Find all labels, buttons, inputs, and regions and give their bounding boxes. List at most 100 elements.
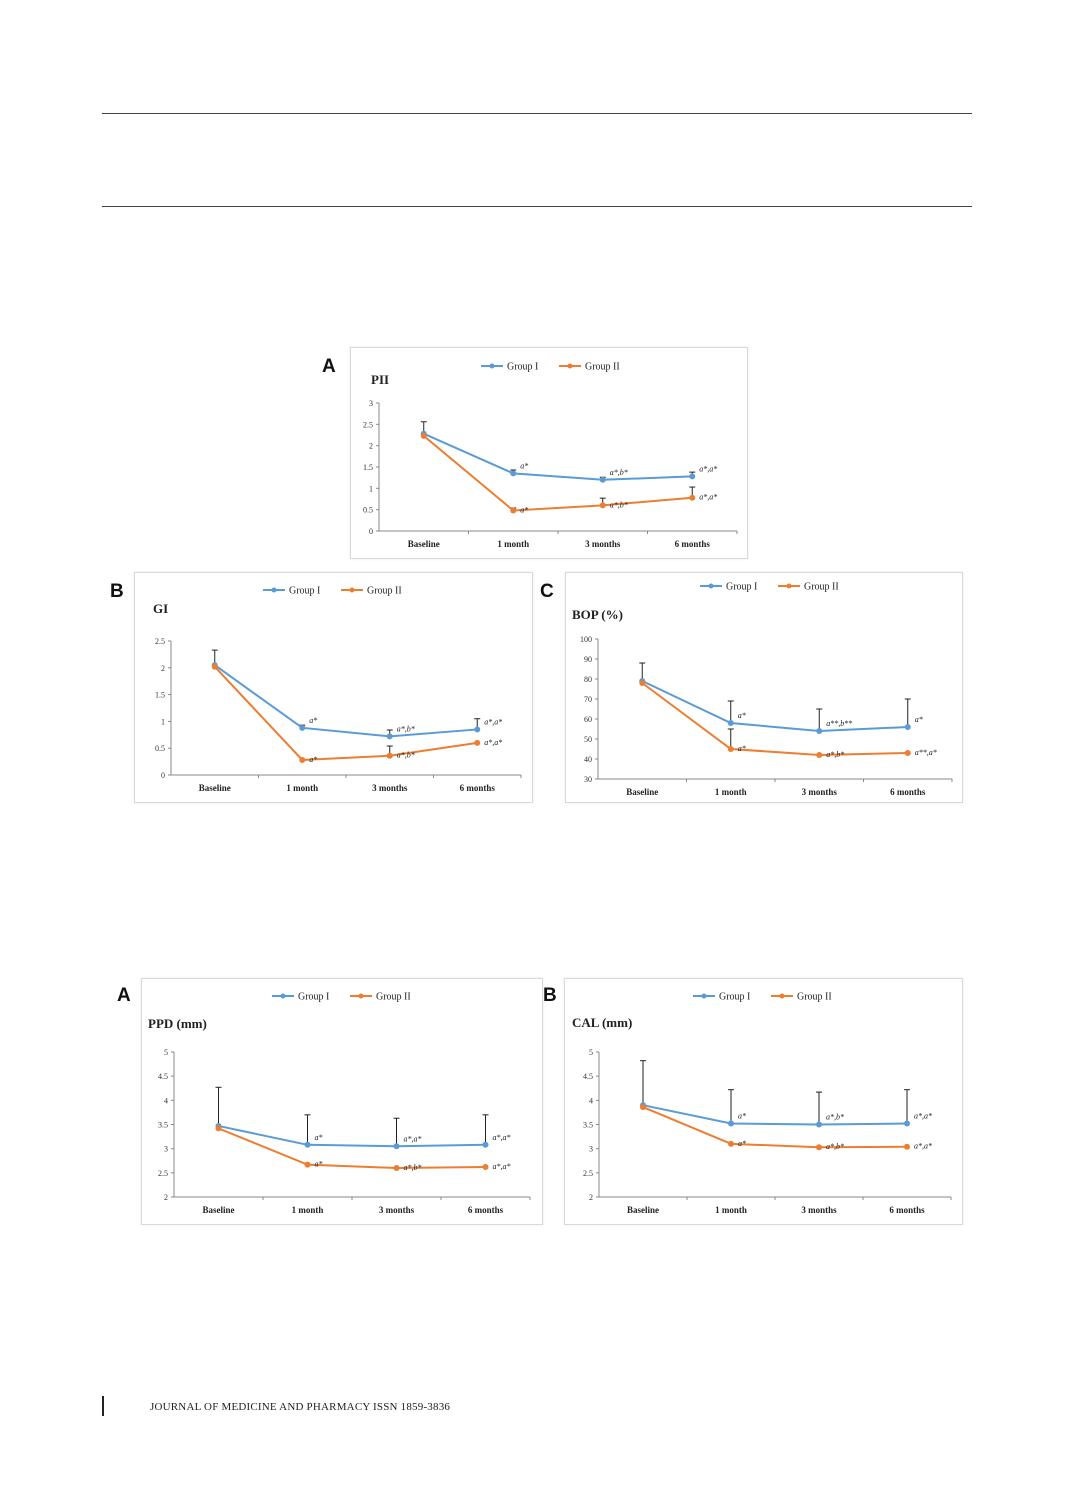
legend-marker-group-i	[271, 587, 277, 593]
series-line-group-i	[642, 1104, 908, 1126]
panel-label: C	[540, 581, 554, 602]
legend-marker-group-ii	[779, 993, 785, 999]
y-tick-label: 3	[164, 1145, 168, 1154]
significance-label: a*,b*	[826, 750, 844, 759]
data-point-group-i	[599, 476, 606, 483]
legend-marker-group-i	[701, 993, 707, 999]
significance-label: a*,b*	[397, 751, 415, 760]
x-tick-label: 1 month	[286, 783, 318, 793]
x-tick-label: Baseline	[199, 783, 231, 793]
significance-label: a*,a*	[914, 1112, 932, 1121]
legend-label-group-ii: Group II	[804, 582, 839, 593]
y-tick-label: 60	[584, 715, 592, 724]
significance-label: a*	[315, 1133, 323, 1142]
series-line-group-i	[423, 432, 693, 481]
data-point-group-i	[474, 726, 481, 733]
x-tick-label: Baseline	[408, 539, 440, 549]
significance-label: a*	[738, 744, 746, 753]
chart-panel-bop: BOP (%) Group I Group II 30 40 50 60 70 80 90 100 B…	[565, 572, 963, 803]
y-tick-label: 2.5	[583, 1169, 593, 1178]
significance-label: a*,a*	[493, 1133, 511, 1142]
significance-label: a*,a*	[699, 464, 717, 473]
y-tick-label: 0.5	[363, 506, 373, 515]
data-point-group-ii	[420, 432, 427, 439]
data-point-group-i	[393, 1143, 400, 1150]
x-tick-label: 3 months	[585, 539, 621, 549]
footer-bar	[102, 1396, 104, 1416]
significance-label: a*,b*	[397, 724, 415, 733]
legend-label-group-ii: Group II	[797, 992, 832, 1003]
x-tick-label: 3 months	[372, 783, 408, 793]
x-tick-label: 3 months	[802, 787, 838, 797]
significance-label: a*,b*	[826, 1113, 844, 1122]
data-point-group-i	[727, 720, 734, 726]
data-point-group-ii	[474, 739, 481, 746]
data-point-group-ii	[304, 1161, 311, 1168]
significance-label: a*,a*	[484, 717, 502, 726]
data-point-group-i	[299, 724, 306, 731]
data-point-group-ii	[904, 750, 911, 756]
y-tick-label: 100	[580, 635, 592, 644]
journal-footer: JOURNAL OF MEDICINE AND PHARMACY ISSN 18…	[150, 1401, 451, 1413]
significance-label: a*	[520, 461, 528, 470]
chart-svg: CAL (mm) Group I Group II 2 2.5 3 3.5 4 4.5 5 Base…	[572, 992, 952, 1215]
y-tick-label: 40	[584, 755, 592, 764]
chart-panel-gi: GI Group I Group II 0 0.5 1 1.5 2 2.5 Baseline 1 m…	[134, 572, 533, 803]
data-point-group-i	[728, 1120, 734, 1127]
y-tick-label: 4.5	[583, 1072, 593, 1081]
chart-panel-pii: PII Group I Group II 0 0.5 1 1.5 2 2.5 3 Baseline 1…	[350, 347, 748, 559]
significance-label: a*,b*	[610, 468, 628, 477]
data-point-group-ii	[482, 1164, 489, 1171]
x-tick-label: 3 months	[801, 1205, 837, 1215]
y-tick-label: 50	[584, 735, 592, 744]
y-tick-label: 2	[164, 1193, 168, 1202]
legend-marker-group-ii	[349, 587, 355, 593]
data-point-group-ii	[299, 756, 306, 763]
x-tick-label: 1 month	[497, 539, 529, 549]
significance-label: a*,b*	[826, 1142, 844, 1151]
significance-label: a*,a*	[699, 493, 717, 502]
data-point-group-ii	[727, 746, 734, 752]
significance-label: a**,a*	[915, 748, 937, 757]
data-point-group-i	[904, 1120, 910, 1127]
data-point-group-ii	[211, 663, 218, 670]
chart-title: PPD (mm)	[148, 1016, 207, 1031]
chart-title: GI	[153, 601, 168, 616]
y-tick-label: 4	[589, 1096, 593, 1105]
significance-label: a*,a*	[493, 1162, 511, 1171]
significance-label: a*	[738, 1112, 746, 1121]
y-tick-label: 2	[589, 1193, 593, 1202]
chart-panel-cal: CAL (mm) Group I Group II 2 2.5 3 3.5 4 4.5 5 Base…	[564, 978, 963, 1225]
significance-label: a*	[309, 716, 317, 725]
x-tick-label: 1 month	[715, 787, 747, 797]
y-tick-label: 0.5	[155, 744, 165, 753]
x-tick-label: Baseline	[626, 787, 658, 797]
y-tick-label: 3.5	[583, 1121, 593, 1130]
chart-svg: GI Group I Group II 0 0.5 1 1.5 2 2.5 Baseline 1 m…	[153, 586, 522, 793]
significance-label: a*	[915, 715, 923, 724]
y-tick-label: 2	[161, 664, 165, 673]
x-tick-label: 3 months	[379, 1205, 415, 1215]
y-tick-label: 3	[369, 399, 373, 408]
legend-marker-group-i	[489, 363, 495, 369]
significance-label: a*	[309, 755, 317, 764]
legend-marker-group-i	[280, 993, 286, 999]
data-point-group-ii	[215, 1125, 222, 1132]
data-point-group-i	[904, 724, 911, 730]
legend-marker-group-i	[708, 583, 714, 589]
significance-label: a*	[738, 711, 746, 720]
legend-label-group-i: Group I	[298, 992, 329, 1003]
panel-label: A	[117, 985, 131, 1006]
data-point-group-ii	[816, 752, 823, 758]
y-tick-label: 4.5	[158, 1072, 168, 1081]
significance-label: a**,b**	[826, 719, 852, 728]
significance-label: a*,b*	[610, 500, 628, 509]
data-point-group-ii	[904, 1143, 910, 1150]
y-tick-label: 0	[161, 771, 165, 780]
data-point-group-ii	[640, 1104, 646, 1111]
series-line-group-ii	[641, 682, 908, 757]
y-tick-label: 2	[369, 442, 373, 451]
y-tick-label: 30	[584, 775, 592, 784]
x-tick-label: 6 months	[460, 783, 496, 793]
data-point-group-ii	[599, 502, 606, 509]
